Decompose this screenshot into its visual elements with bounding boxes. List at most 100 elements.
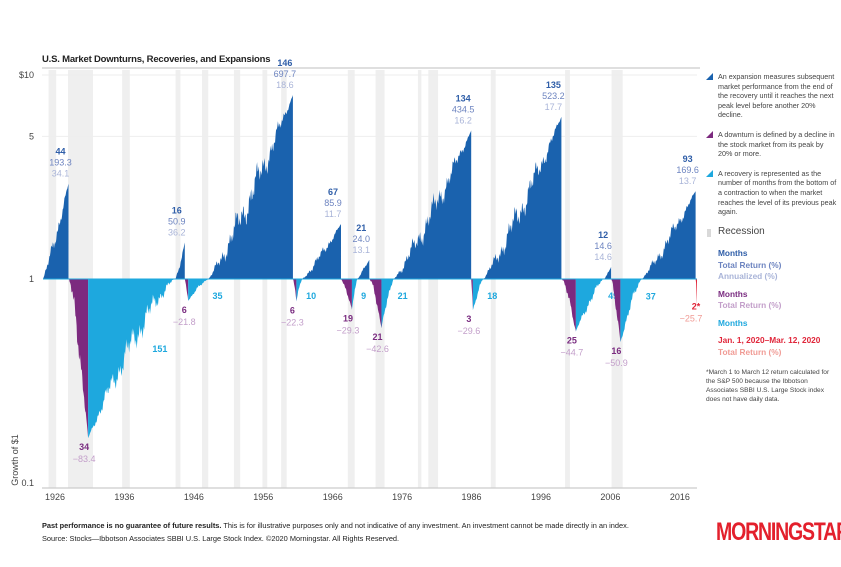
downturn-months-label: 6 <box>182 305 187 315</box>
expansion-return-label: 24.0 <box>353 234 371 244</box>
recovery-triangle-icon <box>706 169 713 177</box>
expansion-return-label: 85.9 <box>324 198 342 208</box>
downturn-return-label: −29.6 <box>457 326 480 336</box>
downturn-area <box>340 279 352 310</box>
expansion-annualized-label: 13.1 <box>353 245 371 255</box>
downturn-months-label: 6 <box>290 305 295 315</box>
downturn-return-label: −29.3 <box>337 326 360 336</box>
expansion-annualized-label: 36.2 <box>168 228 186 238</box>
expansion-area <box>483 116 562 280</box>
downturn-months-label: 16 <box>611 346 621 356</box>
recovery-months-label: 151 <box>152 344 167 354</box>
expansion-months-label: 135 <box>546 80 561 90</box>
downturn-return-label: −50.9 <box>605 358 628 368</box>
current-return-label: −25.7 <box>680 313 703 323</box>
current-area <box>695 279 697 306</box>
y-tick-label: 1 <box>29 274 34 284</box>
expansion-annualized-label: 13.7 <box>679 176 697 186</box>
recovery-months-label: 49 <box>608 291 618 301</box>
y-tick-label: 0.1 <box>21 478 34 488</box>
downturn-area <box>611 279 621 342</box>
legend-recovery-text: A recovery is represented as the number … <box>718 168 837 217</box>
expansion-annualized-label: 18.6 <box>276 80 294 90</box>
key-expansion-total: Total Return (%) <box>718 259 782 270</box>
recovery-months-label: 21 <box>398 291 408 301</box>
expansion-months-label: 16 <box>172 206 182 216</box>
expansion-return-label: 523.2 <box>542 91 565 101</box>
downturn-return-label: −22.3 <box>281 317 304 327</box>
x-tick-label: 1986 <box>462 492 482 502</box>
key-downturn-months: Months <box>718 288 748 299</box>
recovery-area <box>472 279 484 311</box>
downturn-area <box>561 279 576 332</box>
legend-expansion-text: An expansion measures subsequent market … <box>718 72 835 120</box>
current-months-label: 2* <box>692 301 701 311</box>
recovery-area <box>296 279 303 302</box>
recovery-area <box>351 279 358 310</box>
downturn-area <box>184 279 189 301</box>
x-tick-label: 1936 <box>114 492 134 502</box>
expansion-months-label: 67 <box>328 187 338 197</box>
y-axis-label: Growth of $1 <box>10 434 20 486</box>
expansion-annualized-label: 16.2 <box>454 115 472 125</box>
expansion-area <box>357 259 370 279</box>
source-text: Source: Stocks—Ibbotson Associates SBBI … <box>42 534 400 543</box>
key-expansion-months: Months <box>718 248 748 259</box>
downturn-return-label: −42.6 <box>366 344 389 354</box>
expansion-annualized-label: 14.6 <box>594 252 612 262</box>
expansion-months-label: 93 <box>683 154 693 164</box>
legend-note: *March 1 to March 12 return calculated f… <box>706 369 830 404</box>
downturn-area <box>292 279 297 302</box>
morningstar-logo: MORNINGSTAR <box>716 518 841 546</box>
footer: Past performance is no guarantee of futu… <box>42 519 629 545</box>
x-tick-label: 1946 <box>184 492 204 502</box>
y-tick-label: $10 <box>19 70 34 80</box>
legend-recession-text: Recession <box>718 225 765 237</box>
recovery-months-label: 37 <box>646 292 656 302</box>
expansion-area <box>302 224 341 279</box>
recovery-area <box>188 279 209 301</box>
expansion-return-label: 169.6 <box>676 165 699 175</box>
expansion-months-label: 12 <box>598 230 608 240</box>
x-tick-label: 1956 <box>253 492 273 502</box>
expansion-area <box>175 242 185 279</box>
recovery-area <box>381 279 394 329</box>
legend-expansion: An expansion measures subsequent market … <box>706 72 838 120</box>
y-tick-label: 5 <box>29 131 34 141</box>
legend-downturn: A downturn is defined by a decline in th… <box>706 130 838 159</box>
expansion-annualized-label: 17.7 <box>545 102 563 112</box>
key-current-total: Total Return (%) <box>718 346 782 357</box>
key-expansion-annualized: Annualized (%) <box>718 271 778 282</box>
downturn-months-label: 25 <box>567 335 577 345</box>
expansion-area <box>393 130 472 279</box>
chart-title: U.S. Market Downturns, Recoveries, and E… <box>42 54 271 65</box>
expansion-annualized-label: 11.7 <box>325 209 342 219</box>
expansion-area <box>43 183 69 279</box>
expansion-months-label: 44 <box>55 147 65 157</box>
key-downturn-total: Total Return (%) <box>718 300 782 311</box>
expansion-triangle-icon <box>706 73 713 80</box>
expansion-return-label: 193.3 <box>49 158 72 168</box>
downturn-months-label: 3 <box>466 314 471 324</box>
expansion-area <box>604 266 612 279</box>
downturn-return-label: −83.4 <box>73 454 96 464</box>
recovery-months-label: 18 <box>487 291 497 301</box>
legend-recovery: A recovery is represented as the number … <box>706 169 838 217</box>
downturn-return-label: −44.7 <box>560 347 583 357</box>
expansion-return-label: 50.9 <box>168 217 186 227</box>
expansion-area <box>641 191 696 279</box>
legend-downturn-text: A downturn is defined by a decline in th… <box>718 129 835 159</box>
key-recovery-months: Months <box>718 317 748 328</box>
expansion-area <box>208 95 293 279</box>
downturn-months-label: 19 <box>343 314 353 324</box>
downturn-triangle-icon <box>706 130 713 138</box>
x-tick-label: 2016 <box>670 492 690 502</box>
downturn-area <box>471 279 473 311</box>
expansion-months-label: 134 <box>456 93 471 103</box>
downturn-area <box>369 279 382 329</box>
x-tick-label: 2006 <box>600 492 620 502</box>
expansion-months-label: 146 <box>277 58 292 68</box>
x-tick-label: 1966 <box>323 492 343 502</box>
recovery-area <box>88 278 176 439</box>
